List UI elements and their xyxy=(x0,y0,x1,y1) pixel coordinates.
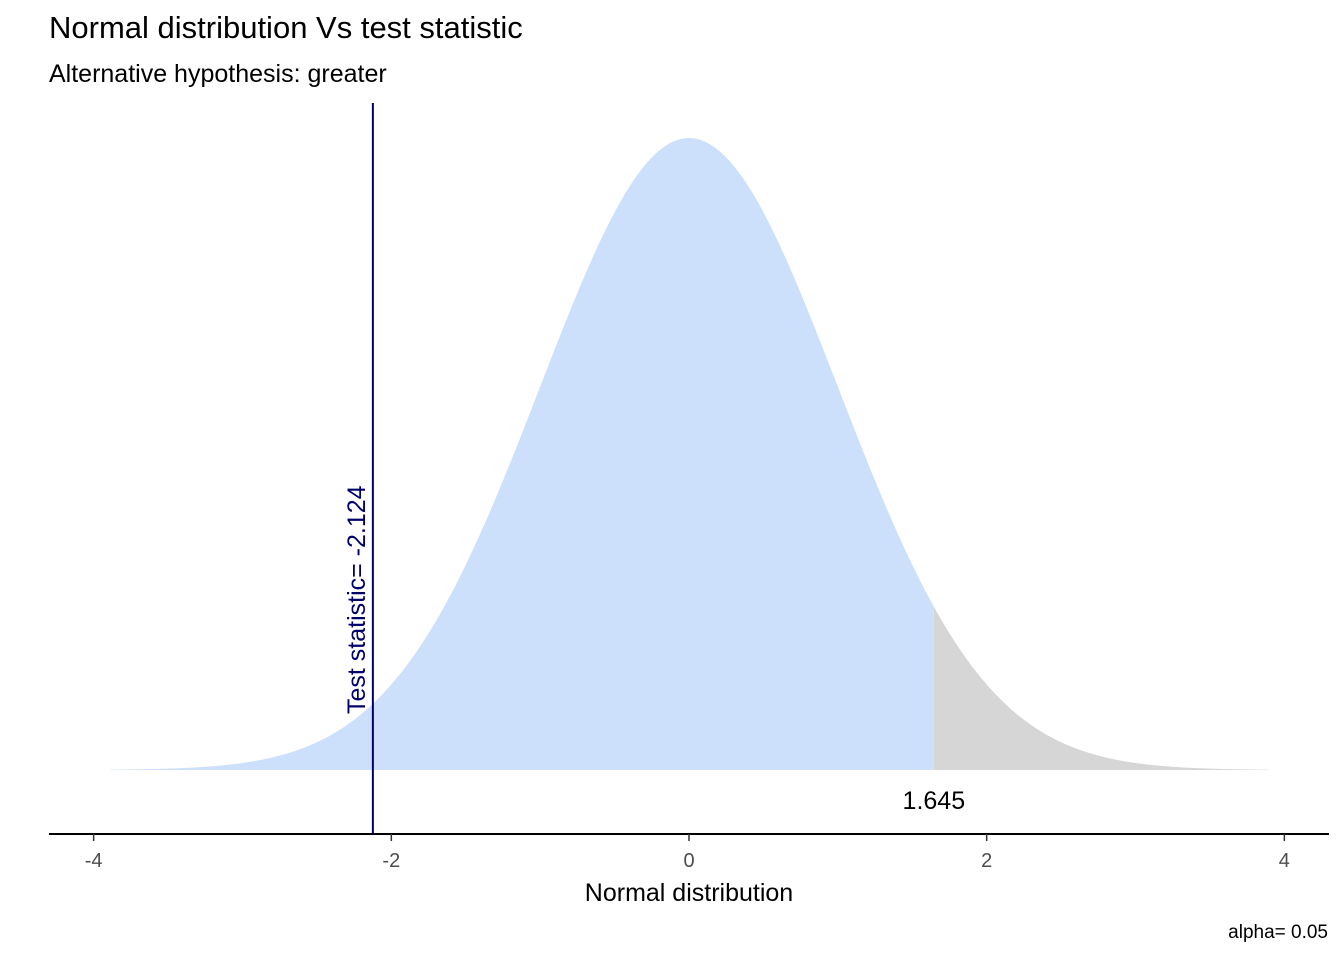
chart-caption: alpha= 0.05 xyxy=(1228,922,1328,943)
x-tick-label: 4 xyxy=(1279,850,1290,872)
x-tick-label: 2 xyxy=(981,850,992,872)
critical-value-label: 1.645 xyxy=(903,787,966,815)
x-tick-label: 0 xyxy=(683,850,694,872)
chart-title: Normal distribution Vs test statistic xyxy=(49,10,523,45)
test-statistic-label: Test statistic= -2.124 xyxy=(343,485,371,714)
x-ticks: -4 -2 0 2 4 xyxy=(85,834,1290,872)
chart-subtitle: Alternative hypothesis: greater xyxy=(49,60,387,88)
rejection-region xyxy=(933,606,1268,770)
acceptance-region xyxy=(110,138,934,770)
x-tick-label: -4 xyxy=(85,850,103,872)
x-axis-title: Normal distribution xyxy=(585,879,793,907)
x-tick-label: -2 xyxy=(382,850,400,872)
